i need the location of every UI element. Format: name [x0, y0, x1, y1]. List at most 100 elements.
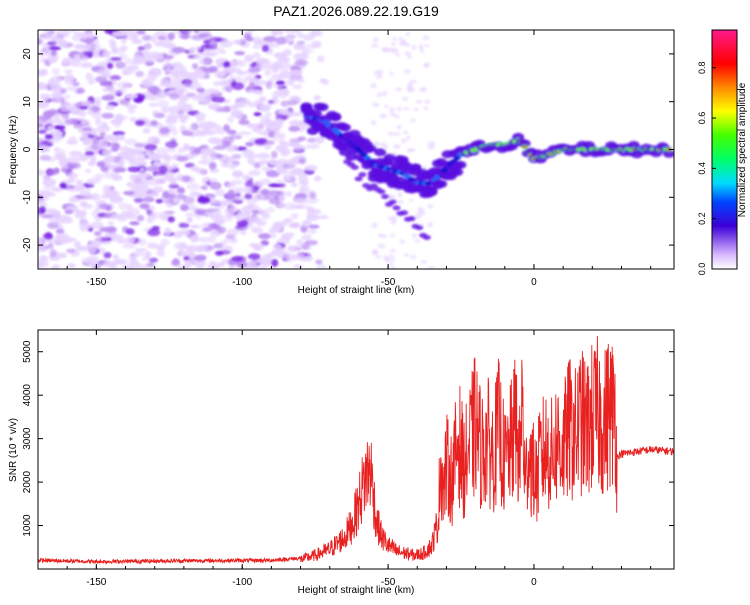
spectrogram-noise-blob [188, 191, 202, 197]
spectrogram-noise-blob [110, 88, 119, 94]
spectrogram-noise-blob [305, 196, 319, 204]
spectrogram-noise-blob [120, 36, 127, 45]
spectrogram-noise-blob [116, 81, 131, 89]
spectrogram-noise-blob [220, 80, 231, 88]
spectrogram-noise-blob [405, 32, 411, 37]
spectrogram-noise-blob [411, 44, 417, 51]
spectrogram-noise-blob [84, 151, 95, 156]
spectrogram-noise-blob [371, 102, 380, 108]
spectrogram-noise-blob [313, 95, 321, 101]
spectrogram-x-ticks: -150 -100 -50 0 [37, 30, 652, 288]
spectrogram-noise-blob [81, 219, 89, 227]
spectrogram-noise-blob [172, 258, 180, 264]
spectrogram-noise-blob [313, 136, 325, 144]
spectrogram-noise-blob [124, 214, 138, 220]
spectrogram-noise-blob [231, 153, 242, 160]
spectrogram-noise-blob [307, 224, 320, 229]
spectrogram-noise-blob [162, 62, 172, 69]
spectrogram-y-tick-label: -10 [22, 190, 33, 205]
spectrogram-noise-blob [216, 226, 227, 234]
spectrogram-noise-blob [148, 102, 158, 107]
spectrogram-noise-blob [146, 165, 160, 172]
spectrogram-noise-blob [402, 130, 409, 135]
spectrogram-noise-blob [304, 239, 318, 246]
spectrogram-noise-blob [214, 70, 225, 79]
spectrogram-noise-blob [237, 60, 247, 67]
spectrogram-noise-blob [129, 262, 142, 269]
spectrogram-noise-blob [83, 137, 94, 145]
spectrogram-noise-blob [398, 36, 403, 41]
spectrogram-noise-blob [188, 30, 196, 33]
spectrogram-noise-blob [191, 63, 199, 70]
spectrogram-noise-blob [396, 106, 402, 112]
spectrogram-noise-blob [89, 156, 97, 163]
spectrogram-noise-blob [186, 182, 201, 191]
spectrogram-noise-blob [171, 163, 179, 170]
spectrogram-noise-blob [312, 30, 319, 36]
spectrogram-noise-blob [297, 32, 305, 38]
spectrogram-noise-blob [401, 39, 407, 45]
spectrogram-noise-blob [85, 244, 99, 249]
spectrogram-noise-blob [275, 80, 285, 86]
spectrogram-noise-blob [222, 66, 237, 74]
spectrogram-noise-blob [234, 192, 242, 198]
spectrogram-noise-blob [292, 30, 302, 34]
spectrogram-noise-blob [305, 138, 317, 144]
spectrogram-noise-blob [69, 59, 82, 67]
spectrogram-noise-blob [265, 111, 272, 119]
spectrogram-noise-blob [389, 248, 396, 253]
spectrogram-ridge-outer [518, 139, 531, 148]
snr-chart: -150 -100 -50 0 1000 2000 3000 4000 5000 Height… [8, 329, 675, 596]
spectrogram-noise-blob [201, 147, 214, 153]
spectrogram-branch-blob [354, 176, 363, 182]
spectrogram-noise-blob [73, 32, 84, 37]
spectrogram-noise-blob [79, 190, 92, 197]
snr-x-tick-label: 0 [531, 577, 537, 588]
spectrogram-noise-blob [396, 200, 404, 205]
spectrogram-noise-blob [177, 146, 186, 153]
spectrogram-noise-blob [72, 205, 79, 211]
spectrogram-noise-blob [188, 46, 196, 54]
spectrogram-noise-blob [419, 47, 425, 53]
spectrogram-noise-blob [220, 162, 231, 168]
spectrogram-noise-blob [39, 69, 48, 74]
spectrogram-noise-blob [402, 107, 410, 111]
spectrogram-branch-blob [377, 189, 386, 195]
spectrogram-noise-blob [38, 246, 48, 253]
spectrogram-noise-blob [223, 60, 231, 69]
spectrogram-noise-blob [424, 43, 430, 47]
spectrogram-noise-blob [75, 179, 83, 185]
spectrogram-noise-blob [273, 63, 284, 71]
spectrogram-noise-blob [190, 34, 205, 41]
spectrogram-noise-blob [235, 213, 245, 221]
snr-y-tick-label: 3000 [22, 427, 33, 450]
spectrogram-noise-blob [391, 36, 398, 42]
spectrogram-noise-blob [381, 48, 386, 53]
spectrogram-noise-blob [266, 206, 276, 213]
spectrogram-noise-blob [108, 39, 117, 44]
spectrogram-noise-blob [228, 75, 242, 81]
spectrogram-x-tick-label: -150 [86, 277, 106, 288]
spectrogram-noise-blob [100, 72, 112, 78]
spectrogram-noise-blob [217, 250, 231, 255]
spectrogram-x-tick-label: -50 [381, 277, 396, 288]
spectrogram-noise-blob [400, 138, 407, 144]
spectrogram-noise-blob [105, 104, 115, 111]
spectrogram-noise-blob [414, 213, 422, 220]
spectrogram-noise-blob [413, 107, 420, 112]
spectrogram-noise-blob [66, 30, 78, 33]
spectrogram-ridge-outer [435, 179, 448, 188]
spectrogram-noise-blob [88, 105, 100, 112]
spectrogram-noise-blob [182, 196, 195, 204]
spectrogram-noise-blob [38, 169, 45, 176]
spectrogram-noise-blob [300, 225, 308, 233]
spectrogram-noise-blob [165, 116, 178, 122]
spectrogram-noise-blob [161, 106, 170, 114]
spectrogram-noise-blob [64, 209, 74, 215]
spectrogram-ridge-outer [454, 160, 467, 169]
spectrogram-noise-blob [66, 85, 78, 92]
spectrogram-y-tick-label: 20 [22, 48, 33, 60]
spectrogram-noise-blob [122, 243, 137, 249]
spectrogram-noise-blob [186, 217, 193, 223]
spectrogram-noise-blob [297, 175, 309, 183]
